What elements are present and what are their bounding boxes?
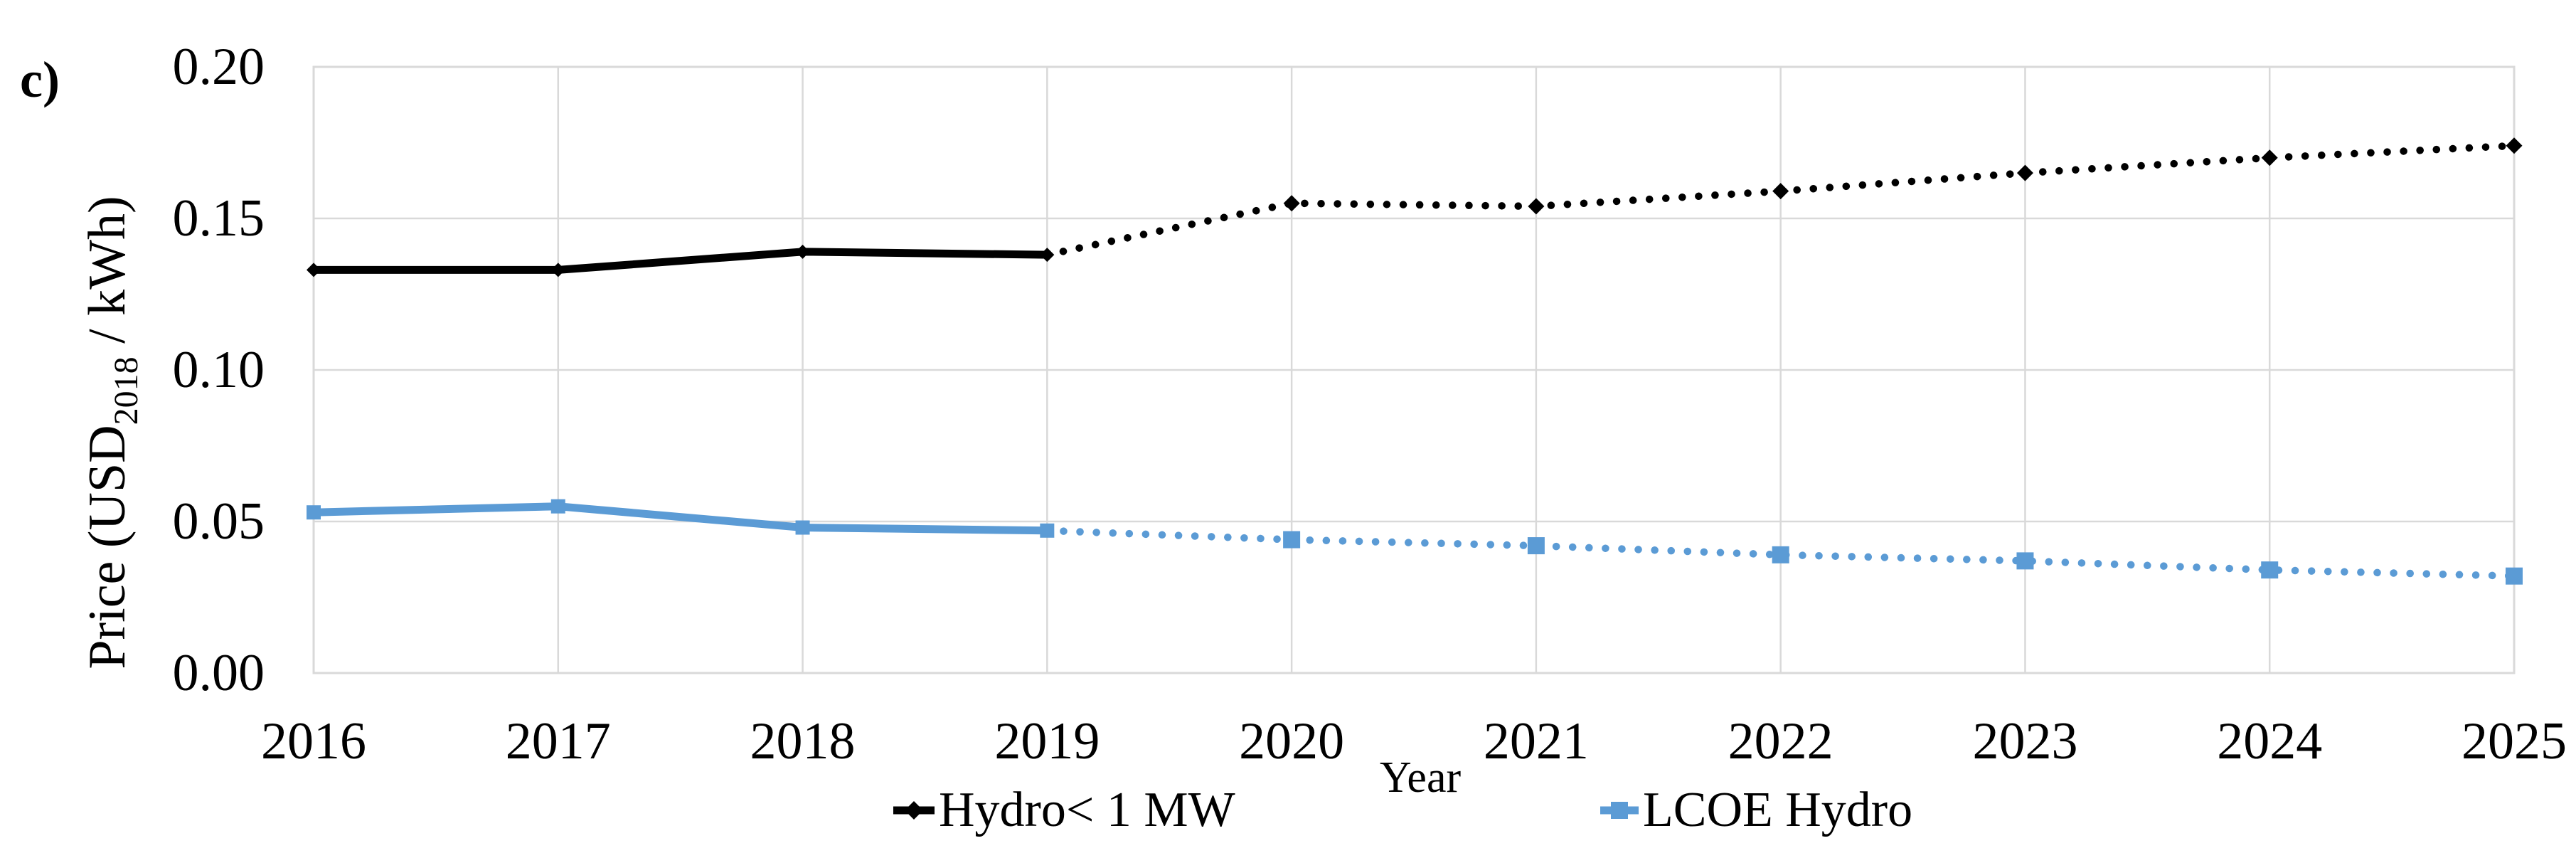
y-axis-title-suffix: / kWh) [78,196,137,357]
x-axis-title: Year [1379,753,1462,802]
legend-item-lcoe: LCOE Hydro [1599,784,1912,837]
legend-label-hydro: Hydro< 1 MW [939,783,1235,837]
svg-text:0.20: 0.20 [173,38,265,96]
svg-text:2016: 2016 [261,712,366,770]
svg-text:2024: 2024 [2217,712,2322,770]
svg-text:2021: 2021 [1484,712,1589,770]
svg-text:2018: 2018 [750,712,856,770]
svg-text:0.10: 0.10 [173,341,265,399]
legend-marker-lcoe-icon [1600,802,1639,819]
y-axis-title: Price (USD2018 / kWh) [78,196,145,669]
svg-text:0.00: 0.00 [173,644,265,702]
svg-text:2019: 2019 [994,712,1100,770]
svg-text:0.15: 0.15 [173,189,265,248]
svg-text:2025: 2025 [2461,712,2567,770]
svg-text:0.05: 0.05 [173,492,265,551]
legend-label-lcoe: LCOE Hydro [1643,783,1913,837]
svg-text:2017: 2017 [506,712,611,770]
svg-text:2023: 2023 [1972,712,2077,770]
figure-label: c) [20,51,60,108]
legend-marker-hydro-icon [893,801,935,820]
svg-text:2022: 2022 [1728,712,1833,770]
legend-item-hydro: Hydro< 1 MW [892,784,1235,837]
y-axis-title-subscript: 2018 [107,356,145,425]
y-axis-title-prefix: Price (USD [78,425,137,669]
svg-text:2020: 2020 [1239,712,1344,770]
